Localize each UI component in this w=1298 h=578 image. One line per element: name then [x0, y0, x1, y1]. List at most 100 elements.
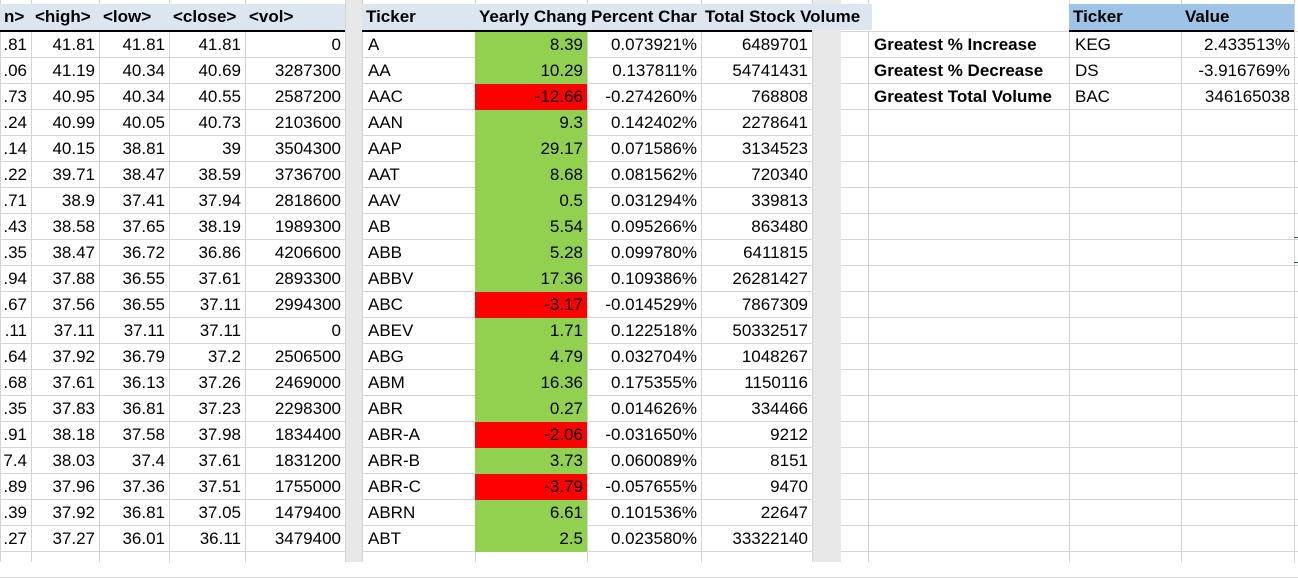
- raw-data-cell[interactable]: 37.65: [122, 217, 165, 236]
- percent-change-cell[interactable]: 0.101536%: [610, 503, 697, 522]
- raw-data-cell[interactable]: 41.81: [122, 35, 165, 54]
- raw-data-cell[interactable]: 40.55: [198, 87, 241, 106]
- total-volume-cell[interactable]: 6489701: [741, 35, 808, 54]
- raw-data-cell[interactable]: 38.18: [52, 425, 95, 444]
- raw-data-cell[interactable]: 37.58: [122, 425, 165, 444]
- total-volume-cell[interactable]: 3134523: [741, 139, 808, 158]
- summary-header-percent-change[interactable]: Percent Char: [587, 4, 701, 30]
- raw-data-cell[interactable]: 7.4: [3, 451, 27, 470]
- raw-data-cell[interactable]: 41.81: [52, 35, 95, 54]
- raw-header-4[interactable]: <vol>: [245, 4, 345, 30]
- total-volume-cell[interactable]: 50332517: [732, 321, 808, 340]
- percent-change-cell[interactable]: 0.081562%: [610, 165, 697, 184]
- raw-data-cell[interactable]: 40.95: [52, 87, 95, 106]
- ticker-cell[interactable]: ABRN: [368, 503, 416, 522]
- raw-data-cell[interactable]: 40.34: [122, 61, 165, 80]
- greatest-ticker[interactable]: BAC: [1075, 87, 1110, 106]
- raw-data-cell[interactable]: 1755000: [274, 477, 341, 496]
- raw-data-cell[interactable]: 37.61: [52, 373, 95, 392]
- raw-data-cell[interactable]: .22: [3, 165, 27, 184]
- raw-data-cell[interactable]: 36.13: [122, 373, 165, 392]
- ticker-cell[interactable]: AA: [368, 61, 391, 80]
- raw-data-cell[interactable]: 37.51: [198, 477, 241, 496]
- raw-data-cell[interactable]: 1989300: [274, 217, 341, 236]
- raw-data-cell[interactable]: 38.47: [122, 165, 165, 184]
- total-volume-cell[interactable]: 1048267: [741, 347, 808, 366]
- raw-data-cell[interactable]: 40.99: [52, 113, 95, 132]
- ticker-cell[interactable]: AAV: [368, 191, 401, 210]
- summary-header-total-volume[interactable]: Total Stock Volume: [701, 4, 872, 30]
- yearly-change-positive[interactable]: 8.39: [475, 32, 587, 58]
- percent-change-cell[interactable]: 0.014626%: [610, 399, 697, 418]
- raw-data-cell[interactable]: 37.11: [199, 321, 241, 340]
- ticker-cell[interactable]: ABB: [368, 243, 403, 262]
- raw-data-cell[interactable]: .91: [3, 425, 27, 444]
- raw-data-cell[interactable]: 40.73: [198, 113, 241, 132]
- percent-change-cell[interactable]: -0.274260%: [605, 87, 697, 106]
- ticker-cell[interactable]: ABG: [368, 347, 404, 366]
- ticker-cell[interactable]: ABT: [368, 529, 402, 548]
- raw-data-cell[interactable]: .64: [3, 347, 27, 366]
- raw-data-cell[interactable]: 36.72: [122, 243, 165, 262]
- raw-header-1[interactable]: <high>: [31, 4, 99, 30]
- total-volume-cell[interactable]: 26281427: [732, 269, 808, 288]
- greatest-value[interactable]: 346165038: [1204, 87, 1290, 106]
- raw-header-2[interactable]: <low>: [99, 4, 169, 30]
- raw-data-cell[interactable]: .35: [3, 243, 27, 262]
- percent-change-cell[interactable]: 0.175355%: [610, 373, 697, 392]
- percent-change-cell[interactable]: 0.142402%: [610, 113, 697, 132]
- raw-data-cell[interactable]: 2818600: [274, 191, 341, 210]
- raw-data-cell[interactable]: .67: [3, 295, 27, 314]
- raw-data-cell[interactable]: 3504300: [274, 139, 341, 158]
- raw-data-cell[interactable]: 37.11: [53, 321, 95, 340]
- raw-data-cell[interactable]: 1834400: [274, 425, 341, 444]
- percent-change-cell[interactable]: 0.023580%: [610, 529, 697, 548]
- total-volume-cell[interactable]: 9212: [770, 425, 808, 444]
- greatest-header-value[interactable]: Value: [1181, 4, 1294, 30]
- raw-data-cell[interactable]: 2587200: [274, 87, 341, 106]
- raw-data-cell[interactable]: 2994300: [274, 295, 341, 314]
- ticker-cell[interactable]: AAN: [368, 113, 403, 132]
- raw-data-cell[interactable]: .81: [3, 35, 27, 54]
- percent-change-cell[interactable]: -0.014529%: [605, 295, 697, 314]
- greatest-header-ticker[interactable]: Ticker: [1069, 4, 1181, 30]
- raw-data-cell[interactable]: 2103600: [274, 113, 341, 132]
- summary-header-yearly-change[interactable]: Yearly Chang: [475, 4, 587, 30]
- raw-data-cell[interactable]: 37.92: [52, 347, 95, 366]
- yearly-change-negative[interactable]: -3.79: [475, 474, 587, 500]
- raw-data-cell[interactable]: 37.23: [198, 399, 241, 418]
- raw-data-cell[interactable]: 2298300: [274, 399, 341, 418]
- yearly-change-positive[interactable]: 0.5: [475, 188, 587, 214]
- raw-data-cell[interactable]: 36.81: [122, 399, 165, 418]
- ticker-cell[interactable]: ABR: [368, 399, 403, 418]
- raw-data-cell[interactable]: 2469000: [274, 373, 341, 392]
- total-volume-cell[interactable]: 54741431: [732, 61, 808, 80]
- raw-data-cell[interactable]: .43: [3, 217, 27, 236]
- raw-data-cell[interactable]: 1831200: [274, 451, 341, 470]
- total-volume-cell[interactable]: 7867309: [741, 295, 808, 314]
- percent-change-cell[interactable]: -0.057655%: [605, 477, 697, 496]
- raw-data-cell[interactable]: 40.05: [122, 113, 165, 132]
- raw-data-cell[interactable]: 4206600: [274, 243, 341, 262]
- raw-data-cell[interactable]: .94: [3, 269, 27, 288]
- ticker-cell[interactable]: ABR-A: [368, 425, 420, 444]
- total-volume-cell[interactable]: 33322140: [732, 529, 808, 548]
- raw-data-cell[interactable]: .39: [3, 503, 27, 522]
- yearly-change-positive[interactable]: 10.29: [475, 58, 587, 84]
- raw-data-cell[interactable]: 37.2: [207, 347, 241, 366]
- raw-data-cell[interactable]: 38.19: [198, 217, 241, 236]
- ticker-cell[interactable]: ABM: [368, 373, 405, 392]
- ticker-cell[interactable]: AAP: [368, 139, 403, 158]
- greatest-ticker[interactable]: KEG: [1075, 35, 1111, 54]
- raw-data-cell[interactable]: 37.36: [122, 477, 165, 496]
- raw-data-cell[interactable]: 38.58: [52, 217, 95, 236]
- percent-change-cell[interactable]: 0.071586%: [610, 139, 697, 158]
- raw-data-cell[interactable]: 36.79: [122, 347, 165, 366]
- raw-data-cell[interactable]: 0: [331, 35, 341, 54]
- raw-data-cell[interactable]: .14: [3, 139, 27, 158]
- total-volume-cell[interactable]: 2278641: [741, 113, 808, 132]
- yearly-change-positive[interactable]: 16.36: [475, 370, 587, 396]
- ticker-cell[interactable]: ABBV: [368, 269, 414, 288]
- raw-data-cell[interactable]: 37.92: [52, 503, 95, 522]
- yearly-change-positive[interactable]: 6.61: [475, 500, 587, 526]
